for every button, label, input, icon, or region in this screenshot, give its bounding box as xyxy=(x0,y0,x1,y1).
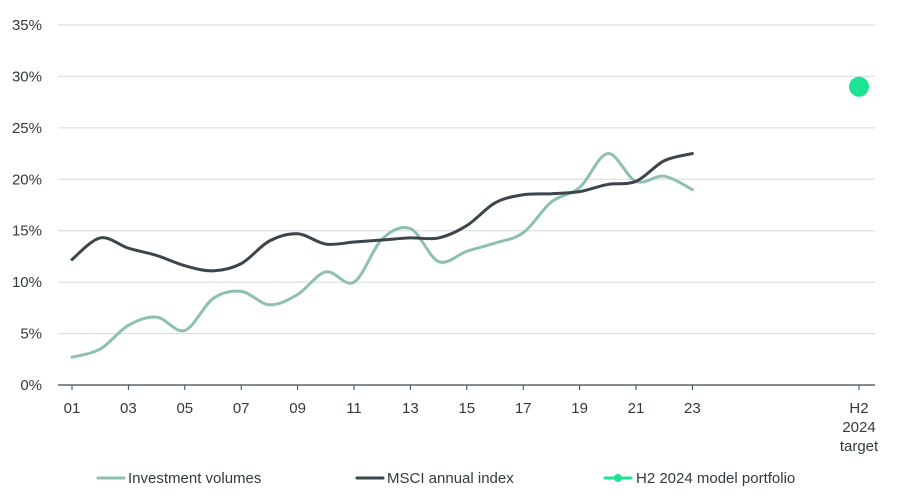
x-tick-label: 19 xyxy=(571,400,588,417)
x-tick-label: 13 xyxy=(402,400,419,417)
x-tick-label: 11 xyxy=(346,400,362,417)
y-axis-ticks: 0% 5% 10% 15% 20% 25% 30% 35% xyxy=(12,17,42,394)
legend-label-investment-volumes: Investment volumes xyxy=(128,470,261,487)
legend-item-h2-2024-model-portfolio[interactable]: H2 2024 model portfolio xyxy=(603,470,795,487)
line-investment-volumes xyxy=(70,152,694,359)
y-tick-label: 35% xyxy=(12,17,42,34)
legend: Investment volumes MSCI annual index H2 … xyxy=(96,470,795,487)
x-tick-label: 21 xyxy=(628,400,645,417)
y-tick-label: 0% xyxy=(20,377,42,394)
y-tick-label: 15% xyxy=(12,223,42,240)
x-tick-label-target: 2024 xyxy=(842,419,875,436)
y-tick-label: 20% xyxy=(12,171,42,188)
legend-marker-h2-2024-model-portfolio xyxy=(614,474,622,482)
legend-label-h2-2024-model-portfolio: H2 2024 model portfolio xyxy=(636,470,795,487)
target-point-h2-2024-model-portfolio xyxy=(849,76,869,97)
legend-item-investment-volumes[interactable]: Investment volumes xyxy=(96,470,261,487)
x-tick-label: 09 xyxy=(289,400,306,417)
y-tick-label: 5% xyxy=(20,326,42,343)
y-tick-label: 30% xyxy=(12,68,42,85)
x-tick-label: 17 xyxy=(515,400,532,417)
legend-label-msci-annual-index: MSCI annual index xyxy=(387,470,514,487)
x-tick-label: 01 xyxy=(64,400,81,417)
series xyxy=(70,76,869,359)
x-tick-label-target: H2 xyxy=(849,400,868,417)
x-tick-label: 07 xyxy=(233,400,250,417)
line-msci-annual-index xyxy=(70,152,694,273)
legend-item-msci-annual-index[interactable]: MSCI annual index xyxy=(355,470,514,487)
x-tick-label: 03 xyxy=(120,400,137,417)
x-axis-ticks: 01 03 05 07 09 11 13 15 17 19 21 23 H2 2024 target xyxy=(64,385,879,455)
gridlines xyxy=(58,24,875,386)
x-tick-label-target: target xyxy=(840,438,879,455)
y-tick-label: 25% xyxy=(12,120,42,137)
y-tick-label: 10% xyxy=(12,274,42,291)
x-tick-label: 23 xyxy=(684,400,701,417)
x-tick-label: 05 xyxy=(176,400,193,417)
x-tick-label: 15 xyxy=(458,400,475,417)
